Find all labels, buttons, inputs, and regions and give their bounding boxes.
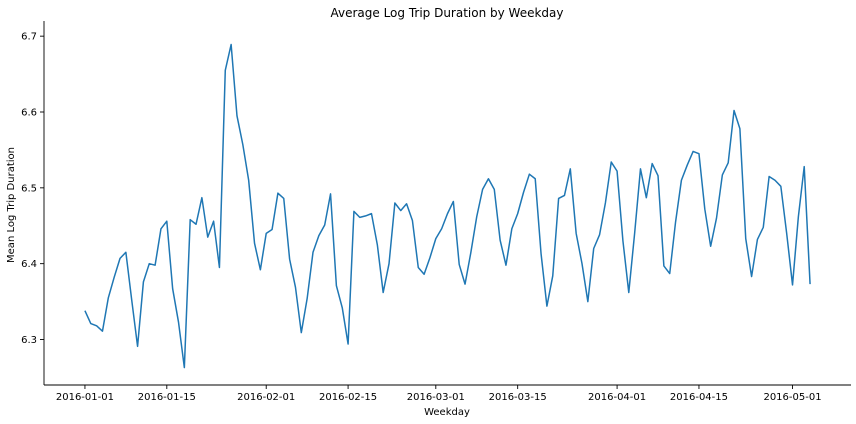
x-tick-label: 2016-03-15 [489, 392, 547, 403]
x-tick-label: 2016-03-01 [407, 392, 465, 403]
plot-area [43, 21, 851, 386]
chart-title: Average Log Trip Duration by Weekday [330, 6, 563, 20]
y-tick-label: 6.6 [21, 108, 37, 119]
y-tick-label: 6.5 [21, 183, 37, 194]
x-tick-label: 2016-04-15 [670, 392, 728, 403]
y-tick-label: 6.3 [21, 335, 37, 346]
x-tick-label: 2016-02-15 [319, 392, 377, 403]
y-tick-label: 6.4 [21, 259, 37, 270]
series-line [84, 43, 811, 369]
x-tick-label: 2016-04-01 [588, 392, 646, 403]
x-tick-label: 2016-01-15 [138, 392, 196, 403]
x-tick-label: 2016-01-01 [56, 392, 114, 403]
y-tick-label: 6.7 [21, 32, 37, 43]
x-axis-label: Weekday [424, 407, 470, 418]
x-tick-label: 2016-02-01 [237, 392, 295, 403]
y-axis-label: Mean Log Trip Duration [6, 147, 17, 263]
x-axis-ticks: 2016-01-01 2016-01-15 2016-02-01 2016-02-15… [56, 385, 822, 403]
x-tick-label: 2016-05-01 [763, 392, 821, 403]
y-axis-ticks: 6.3 6.4 6.5 6.6 6.7 [21, 32, 44, 346]
